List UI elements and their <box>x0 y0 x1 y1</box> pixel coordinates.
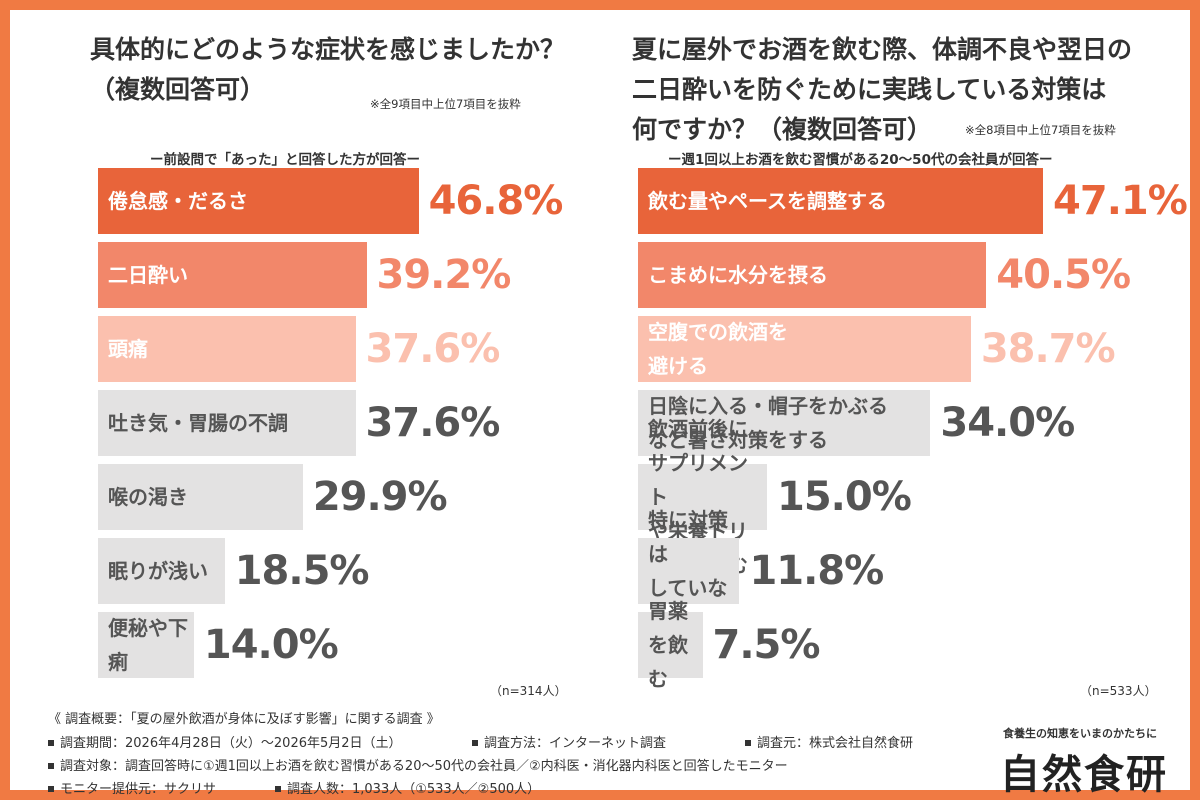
left-bar-label-3: 頭痛 <box>108 337 148 361</box>
footer-source-row: 調査元：株式会社自然食研 <box>745 732 913 751</box>
right-chart-subtitle: ー週1回以上お酒を飲む習慣がある20～50代の会社員が回答ー <box>668 152 1053 168</box>
left-bar-4: 吐き気・胃腸の不調 <box>98 390 356 456</box>
right-value-label-6: 11.8% <box>749 548 884 594</box>
left-bar-3: 頭痛 <box>98 316 356 382</box>
footer-provider: モニター提供元：サクリサ <box>60 782 217 797</box>
right-bar-label-7: 胃薬 を飲む <box>648 599 688 691</box>
right-value-label-1: 47.1% <box>1053 178 1188 224</box>
left-chart-subtitle: ー前設問で「あった」と回答した方が回答ー <box>150 152 420 168</box>
footer-period-row: 調査期間：2026年4月28日（火）～2026年5月2日（土） <box>48 732 402 751</box>
left-bar-label-4: 吐き気・胃腸の不調 <box>108 411 288 435</box>
right-bar-label-4: 日陰に入る・帽子をかぶる など暑さ対策をする <box>648 394 888 452</box>
footer-count: 調査人数：1,033人（①533人／②500人） <box>287 782 541 797</box>
footer-method-row: 調査方法：インターネット調査 <box>472 732 666 751</box>
right-value-label-3: 38.7% <box>980 326 1116 372</box>
footer-heading: 《 調査概要：「夏の屋外飲酒が身体に及ぼす影響」に関する調査 》 <box>48 712 440 727</box>
right-bar-6: 特に対策は していない <box>638 508 740 634</box>
left-value-label-7: 14.0% <box>203 622 339 668</box>
footer-target: 調査対象：調査回答時に①週1回以上お酒を飲む習慣がある20～50代の会社員／②内… <box>60 759 788 774</box>
left-bar-label-2: 二日酔い <box>108 263 188 287</box>
right-chart-title: 夏に屋外でお酒を飲む際、体調不良や翌日の 二日酔いを防ぐために実践している対策は… <box>632 35 1133 144</box>
left-bar-label-1: 倦怠感・だるさ <box>108 189 248 213</box>
left-chart-sample: （n=314人） <box>490 684 567 698</box>
left-bar-1: 倦怠感・だるさ <box>98 168 419 234</box>
left-value-label-6: 18.5% <box>234 548 370 594</box>
right-bar-3: 空腹での飲酒を 避ける <box>638 316 971 382</box>
footer-period: 調査期間：2026年4月28日（火）～2026年5月2日（土） <box>60 736 402 751</box>
footer-source: 調査元：株式会社自然食研 <box>757 736 914 751</box>
left-value-label-2: 39.2% <box>376 252 512 298</box>
left-bar-7: 便秘や下痢 <box>98 612 194 678</box>
right-value-label-2: 40.5% <box>996 252 1131 298</box>
left-bar-label-7: 便秘や下痢 <box>108 616 188 674</box>
brand-tagline: 食養生の知恵をいまのかたちに <box>1003 727 1157 740</box>
left-value-label-4: 37.6% <box>365 400 501 446</box>
left-chart-note: ※全9項目中上位7項目を抜粋 <box>370 97 521 111</box>
left-value-label-1: 46.8% <box>428 178 564 224</box>
right-bar-1: 飲む量やペースを調整する <box>638 168 1044 234</box>
right-value-label-5: 15.0% <box>777 474 912 520</box>
left-bar-2: 二日酔い <box>98 242 367 308</box>
right-bar-7: 胃薬 を飲む <box>638 599 703 691</box>
footer-method: 調査方法：インターネット調査 <box>484 736 667 751</box>
brand-logo: 自然食研 <box>1000 751 1168 798</box>
footer-provider-row: モニター提供元：サクリサ <box>48 778 216 797</box>
right-bar-label-1: 飲む量やペースを調整する <box>648 189 887 213</box>
right-bar-4: 日陰に入る・帽子をかぶる など暑さ対策をする <box>638 390 931 456</box>
footer-target-row: 調査対象：調査回答時に①週1回以上お酒を飲む習慣がある20～50代の会社員／②内… <box>48 755 788 774</box>
left-value-label-3: 37.6% <box>365 326 501 372</box>
right-value-label-7: 7.5% <box>712 622 821 668</box>
right-value-label-4: 34.0% <box>940 400 1075 446</box>
right-bar-label-3: 空腹での飲酒を 避ける <box>648 320 788 378</box>
right-bar-2: こまめに水分を摂る <box>638 242 987 308</box>
left-bar-6: 眠りが浅い <box>98 538 225 604</box>
left-chart-title: 具体的にどのような症状を感じましたか？ （複数回答可） <box>90 35 566 104</box>
left-bar-5: 喉の渇き <box>98 464 303 530</box>
right-chart-note: ※全8項目中上位7項目を抜粋 <box>965 123 1116 137</box>
right-bar-label-2: こまめに水分を摂る <box>648 263 828 287</box>
left-bar-label-6: 眠りが浅い <box>108 559 208 583</box>
right-chart-sample: （n=533人） <box>1080 684 1157 698</box>
left-value-label-5: 29.9% <box>312 474 448 520</box>
footer-count-row: 調査人数：1,033人（①533人／②500人） <box>275 778 540 797</box>
left-bar-label-5: 喉の渇き <box>108 485 188 509</box>
